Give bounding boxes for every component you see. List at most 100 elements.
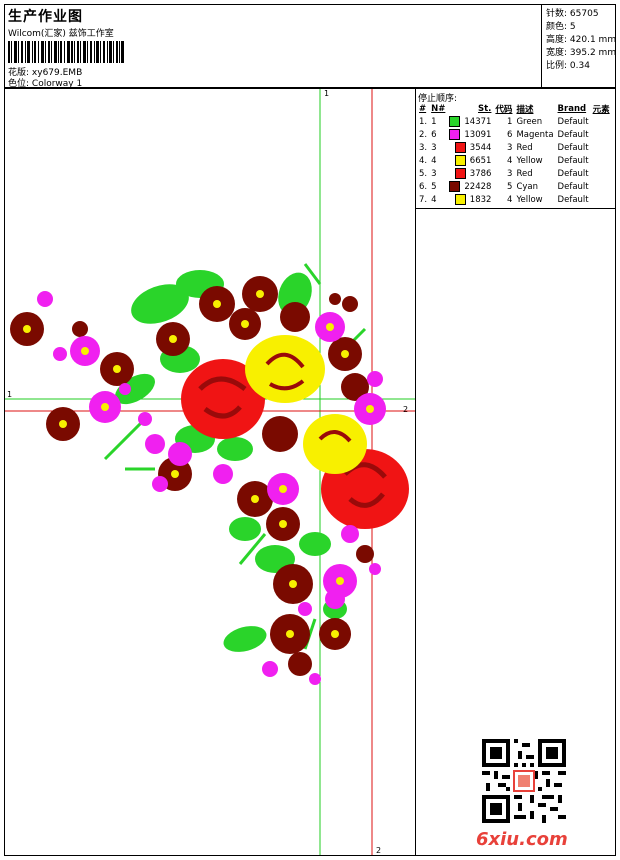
design-value: xy679.EMB [31,68,83,78]
row-stitches-cell: 14371 [447,115,493,128]
row-stitches: 3786 [469,169,492,179]
row-stitches-cell: 22428 [447,180,493,193]
color-swatch [454,194,466,205]
yellow-roses [245,335,367,474]
row-needle: 1 [431,116,437,127]
row-description: Magenta [516,129,554,140]
row-code-cell: 4 [493,154,514,167]
row-needle: 3 [431,168,437,179]
row-element-cell [591,193,612,206]
row-stitches: 3544 [469,143,492,153]
row-needle: 4 [431,155,437,166]
row-brand-cell: Default [556,154,591,167]
col-header: St. [478,103,492,114]
row-needle-cell: 4 [429,154,447,167]
dark-flower-centers [23,290,349,638]
sequence-divider [416,208,615,209]
row-needle-cell: 3 [429,141,447,154]
row-description: Yellow [516,194,543,205]
col-header: # [419,103,427,114]
color-swatch [454,142,466,153]
row-needle-cell: 4 [429,193,447,206]
row-code: 3 [507,168,513,179]
page-title: 生产作业图 [8,9,83,25]
row-index: 2. [419,129,428,140]
guide-label-v2: 2 [376,846,382,855]
row-index: 5. [419,168,428,179]
sequence-row: 4. 4 6651 4 Yellow Default [417,154,612,167]
subtitle: Wilcom(汇家) 兹饰工作室 [8,29,114,39]
row-brand: Default [557,129,589,140]
row-index: 6. [419,181,428,192]
color-swatch [449,129,461,140]
row-needle: 4 [431,194,437,205]
row-index: 4. [419,155,428,166]
row-index: 7. [419,194,428,205]
sequence-table: # N# St. 代码 描述 Brand 元素 1. 1 14371 1 Green De… [417,102,612,206]
header-info: 生产作业图 Wilcom(汇家) 兹饰工作室 花版: xy679.EMB [5,5,541,89]
row-code: 6 [507,129,513,140]
guide-label-h1: 1 [7,390,13,399]
stats-panel: 针数: 65705 颜色: 5 高度: 420.1 mm 宽度: 395.2 m… [541,5,616,87]
row-stitches-cell: 1832 [447,193,493,206]
row-stitches: 6651 [469,156,492,166]
row-description: Red [516,168,533,179]
row-needle: 5 [431,181,437,192]
colorway-label: 色位: [8,79,30,89]
row-index-cell: 1. [417,115,429,128]
stat-label: 比例: [546,61,568,71]
row-brand-cell: Default [556,128,591,141]
row-description-cell: Yellow [514,154,555,167]
row-code: 1 [507,116,513,127]
row-brand-cell: Default [556,193,591,206]
header-panel: 生产作业图 Wilcom(汇家) 兹饰工作室 花版: xy679.EMB [4,4,616,89]
row-index-cell: 7. [417,193,429,206]
embroidery-artwork [5,89,415,855]
row-stitches: 22428 [464,182,492,192]
row-description: Cyan [516,181,538,192]
row-index-cell: 3. [417,141,429,154]
col-header: 元素 [592,104,610,115]
row-code-cell: 5 [493,180,514,193]
stat-label: 宽度: [546,48,568,58]
row-brand: Default [557,194,589,205]
watermark-logo: 6xiu.com [476,829,568,850]
row-brand: Default [557,181,589,192]
sequence-row: 5. 3 3786 3 Red Default [417,167,612,180]
design-label: 花版: [8,68,30,78]
stat-value: 5 [569,22,576,32]
sequence-row: 1. 1 14371 1 Green Default [417,115,612,128]
guide-label-h2: 2 [403,405,409,414]
stat-colors: 颜色: 5 [546,19,576,32]
row-brand-cell: Default [556,180,591,193]
row-element-cell [591,167,612,180]
row-index: 1. [419,116,428,127]
row-code-cell: 1 [493,115,514,128]
row-code: 3 [507,142,513,153]
stat-value: 420.1 mm [569,35,617,45]
row-description-cell: Cyan [514,180,555,193]
row-stitches-cell: 3544 [447,141,493,154]
color-swatch [449,181,461,192]
stat-stitches: 针数: 65705 [546,6,599,19]
row-description-cell: Red [514,167,555,180]
sequence-row: 2. 6 13091 6 Magenta Default [417,128,612,141]
row-description-cell: Yellow [514,193,555,206]
row-index-cell: 4. [417,154,429,167]
stat-value: 395.2 mm [569,48,617,58]
row-code-cell: 6 [493,128,514,141]
colorway-row: 色位: Colorway 1 [8,76,82,89]
row-description-cell: Green [514,115,555,128]
row-brand: Default [557,142,589,153]
row-code-cell: 3 [493,167,514,180]
row-brand: Default [557,116,589,127]
row-brand-cell: Default [556,115,591,128]
stat-label: 针数: [546,9,568,19]
sequence-header-row: # N# St. 代码 描述 Brand 元素 [417,102,612,115]
stop-sequence-panel: 停止顺序: # N# St. 代码 描述 Brand 元素 1. 1 14371 1 G… [415,88,616,856]
stat-width: 宽度: 395.2 mm [546,45,616,58]
row-brand-cell: Default [556,141,591,154]
stat-value: 0.34 [569,61,590,71]
col-header: 代码 [495,104,513,115]
row-code-cell: 3 [493,141,514,154]
